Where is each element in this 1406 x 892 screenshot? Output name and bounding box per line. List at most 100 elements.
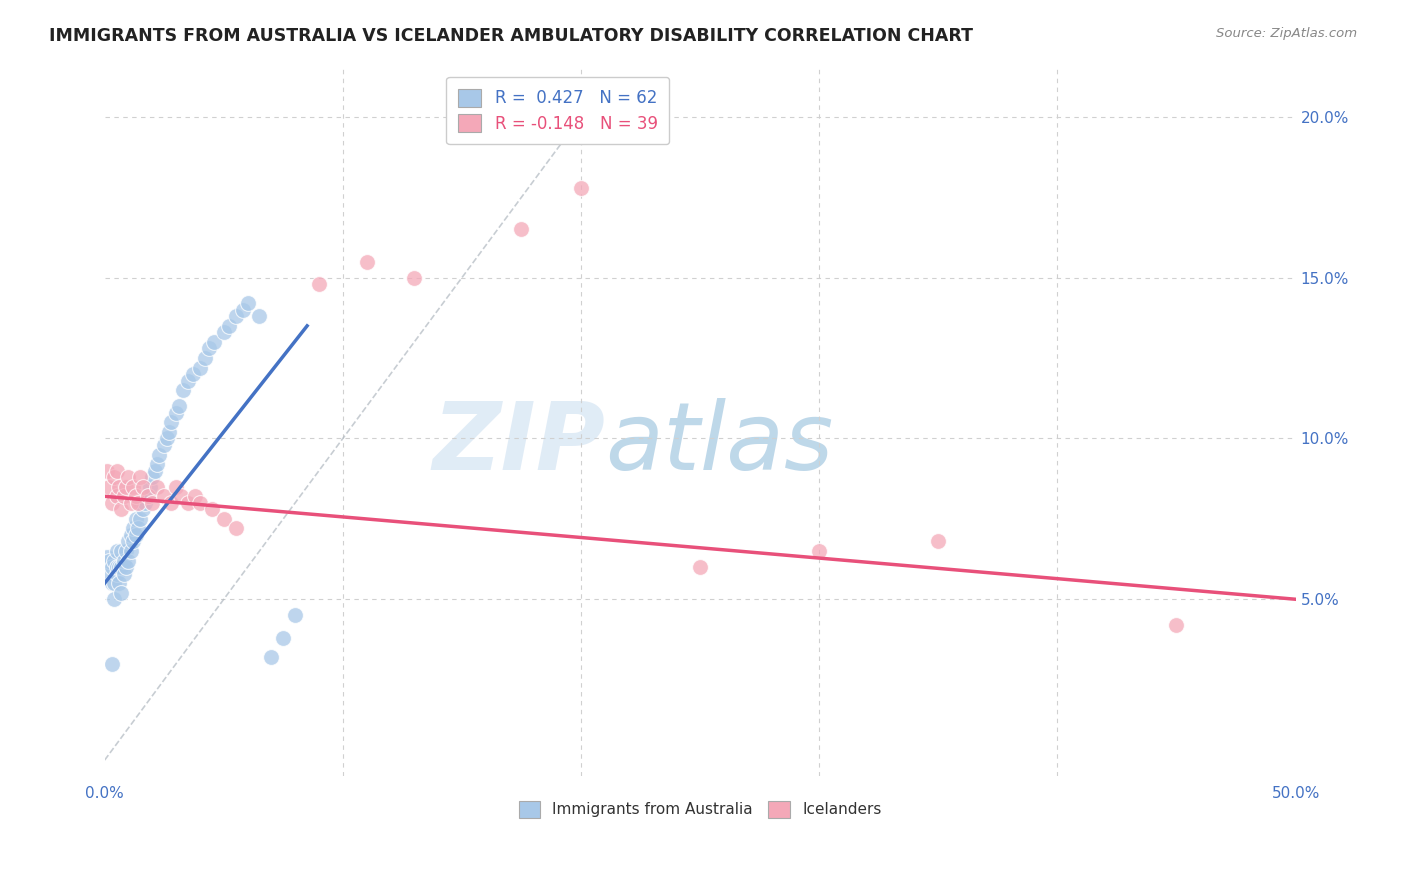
Point	[101, 560, 124, 574]
Point	[927, 534, 949, 549]
Text: Source: ZipAtlas.com: Source: ZipAtlas.com	[1216, 27, 1357, 40]
Point	[236, 296, 259, 310]
Point	[134, 496, 156, 510]
Point	[127, 496, 149, 510]
Point	[124, 512, 146, 526]
Point	[188, 496, 211, 510]
Point	[117, 470, 139, 484]
Point	[105, 566, 128, 581]
Point	[165, 406, 187, 420]
Point	[132, 502, 155, 516]
Point	[141, 470, 163, 484]
Point	[129, 512, 152, 526]
Point	[689, 560, 711, 574]
Point	[98, 566, 121, 581]
Point	[225, 309, 247, 323]
Point	[160, 415, 183, 429]
Point	[157, 425, 180, 439]
Point	[177, 374, 200, 388]
Point	[181, 367, 204, 381]
Point	[101, 657, 124, 671]
Point	[260, 650, 283, 665]
Point	[110, 586, 132, 600]
Point	[103, 470, 125, 484]
Point	[155, 432, 177, 446]
Point	[96, 464, 118, 478]
Point	[108, 480, 131, 494]
Point	[129, 496, 152, 510]
Point	[308, 277, 330, 291]
Point	[103, 592, 125, 607]
Point	[124, 489, 146, 503]
Text: atlas: atlas	[605, 398, 834, 489]
Point	[194, 351, 217, 365]
Point	[184, 489, 207, 503]
Point	[129, 470, 152, 484]
Point	[101, 576, 124, 591]
Point	[146, 480, 169, 494]
Point	[172, 383, 194, 397]
Text: ZIP: ZIP	[432, 398, 605, 490]
Point	[153, 489, 176, 503]
Point	[120, 544, 142, 558]
Point	[201, 502, 224, 516]
Point	[170, 489, 193, 503]
Point	[143, 464, 166, 478]
Point	[198, 342, 221, 356]
Point	[112, 566, 135, 581]
Point	[105, 544, 128, 558]
Point	[148, 448, 170, 462]
Point	[136, 489, 159, 503]
Point	[105, 489, 128, 503]
Point	[160, 496, 183, 510]
Point	[808, 544, 831, 558]
Point	[139, 480, 162, 494]
Legend: Immigrants from Australia, Icelanders: Immigrants from Australia, Icelanders	[512, 793, 889, 825]
Point	[218, 318, 240, 333]
Text: IMMIGRANTS FROM AUSTRALIA VS ICELANDER AMBULATORY DISABILITY CORRELATION CHART: IMMIGRANTS FROM AUSTRALIA VS ICELANDER A…	[49, 27, 973, 45]
Point	[132, 480, 155, 494]
Point	[110, 544, 132, 558]
Point	[136, 489, 159, 503]
Point	[108, 576, 131, 591]
Point	[141, 496, 163, 510]
Point	[127, 521, 149, 535]
Point	[124, 528, 146, 542]
Point	[105, 560, 128, 574]
Point	[404, 270, 426, 285]
Point	[212, 512, 235, 526]
Point	[284, 608, 307, 623]
Point	[96, 550, 118, 565]
Point	[98, 480, 121, 494]
Point	[249, 309, 271, 323]
Point	[120, 528, 142, 542]
Point	[112, 554, 135, 568]
Point	[212, 326, 235, 340]
Point	[115, 480, 138, 494]
Point	[273, 631, 295, 645]
Point	[225, 521, 247, 535]
Point	[510, 222, 533, 236]
Point	[188, 360, 211, 375]
Point	[120, 496, 142, 510]
Point	[146, 457, 169, 471]
Point	[167, 399, 190, 413]
Point	[112, 489, 135, 503]
Point	[105, 464, 128, 478]
Point	[1166, 618, 1188, 632]
Point	[177, 496, 200, 510]
Point	[165, 480, 187, 494]
Point	[103, 576, 125, 591]
Point	[101, 496, 124, 510]
Point	[103, 554, 125, 568]
Point	[108, 560, 131, 574]
Point	[110, 502, 132, 516]
Point	[98, 554, 121, 568]
Point	[110, 560, 132, 574]
Point	[117, 554, 139, 568]
Point	[115, 560, 138, 574]
Point	[122, 534, 145, 549]
Point	[153, 438, 176, 452]
Point	[115, 544, 138, 558]
Point	[117, 534, 139, 549]
